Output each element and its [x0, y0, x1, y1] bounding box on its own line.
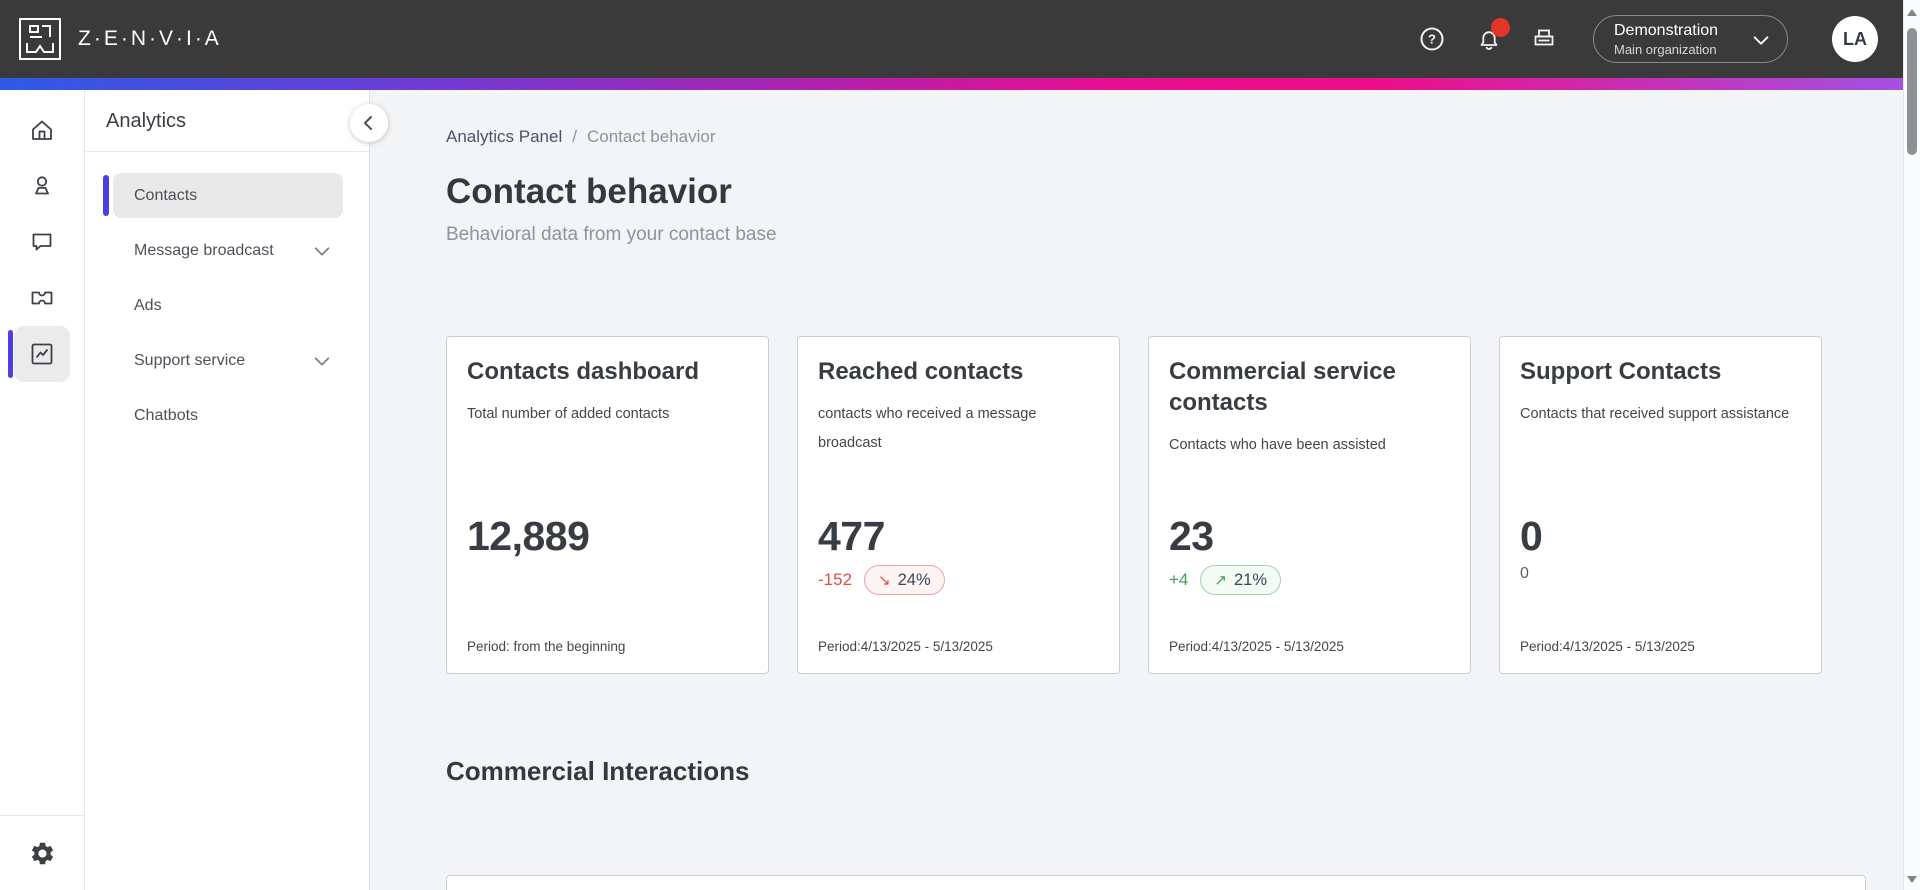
avatar-initials: LA — [1843, 28, 1867, 49]
trend-percentage: 24% — [897, 570, 931, 589]
scroll-down-arrow[interactable] — [1907, 876, 1917, 883]
brand-gradient-bar — [0, 78, 1903, 90]
svg-text:?: ? — [1428, 32, 1436, 47]
card-support-contacts: Support Contacts Contacts that received … — [1499, 336, 1822, 674]
line-chart-icon — [28, 340, 56, 368]
delta-value: -152 — [818, 570, 853, 589]
analytics-panel: Analytics Contacts Message broadcast Ads… — [85, 90, 388, 890]
page-subtitle: Behavioral data from your contact base — [446, 224, 777, 245]
menu-item-label: Contacts — [134, 186, 198, 204]
vertical-scrollbar[interactable] — [1903, 0, 1920, 890]
sidebar-item-analytics[interactable] — [0, 326, 85, 382]
delta-value: 0 — [1520, 565, 1529, 582]
chevron-down-icon — [311, 240, 333, 262]
card-delta-row: 0 — [1520, 565, 1529, 583]
zenvia-brand[interactable]: Z·E·N·V·I·A — [18, 17, 222, 61]
panel-menu: Contacts Message broadcast Ads Support s… — [85, 152, 369, 438]
notifications-button[interactable] — [1475, 18, 1510, 52]
card-title: Reached contacts — [818, 358, 1024, 385]
card-delta-row: -152 ↘ 24% — [818, 565, 945, 595]
page-title: Contact behavior — [446, 172, 732, 211]
main-content: Analytics Panel / Contact behavior Conta… — [370, 90, 1903, 890]
card-value: 12,889 — [467, 513, 590, 559]
organization-type: Main organization — [1614, 41, 1717, 57]
panel-title: Analytics — [106, 110, 187, 132]
trend-badge-up: ↗ 21% — [1200, 565, 1281, 595]
menu-item-label: Ads — [134, 296, 162, 314]
printer-icon — [1531, 26, 1557, 52]
trend-percentage: 21% — [1233, 570, 1267, 589]
card-value: 0 — [1520, 513, 1543, 559]
rail-divider — [0, 815, 85, 816]
breadcrumb-current: Contact behavior — [586, 127, 716, 146]
topbar-actions: ? — [1389, 15, 1878, 63]
breadcrumb: Analytics Panel / Contact behavior — [446, 127, 1903, 147]
gear-icon — [29, 840, 56, 867]
home-icon — [28, 116, 56, 144]
card-description: Contacts who have been assisted — [1169, 437, 1386, 453]
menu-item-support-service[interactable]: Support service — [113, 338, 343, 383]
commercial-interactions-card — [446, 875, 1866, 890]
organization-switcher[interactable]: Demonstration Main organization — [1593, 15, 1788, 63]
menu-item-message-broadcast[interactable]: Message broadcast — [113, 228, 343, 273]
collapse-panel-button[interactable] — [350, 104, 388, 142]
brand-text: Z·E·N·V·I·A — [78, 27, 222, 50]
card-period: Period:4/13/2025 - 5/13/2025 — [818, 639, 993, 654]
help-button[interactable]: ? — [1419, 26, 1445, 52]
menu-item-chatbots[interactable]: Chatbots — [113, 393, 343, 438]
zenvia-logo-icon — [18, 17, 62, 61]
chevron-left-icon — [359, 113, 379, 133]
sidebar-item-conversations[interactable] — [0, 214, 85, 270]
notification-badge-dot — [1491, 18, 1510, 37]
menu-item-contacts[interactable]: Contacts — [103, 173, 343, 218]
chat-bubble-icon — [28, 228, 56, 256]
ticket-icon — [28, 284, 56, 312]
menu-item-label: Chatbots — [134, 406, 199, 424]
delta-value: +4 — [1169, 570, 1189, 589]
scrollbar-thumb[interactable] — [1907, 28, 1917, 155]
help-icon: ? — [1419, 26, 1445, 52]
card-value: 23 — [1169, 513, 1214, 559]
card-title: Commercial service contacts — [1169, 358, 1396, 416]
sidebar-item-contacts[interactable] — [0, 158, 85, 214]
breadcrumb-analytics-panel[interactable]: Analytics Panel — [446, 127, 563, 146]
sidebar-item-home[interactable] — [0, 102, 85, 158]
card-commercial-service-contacts: Commercial service contacts Contacts who… — [1148, 336, 1471, 674]
card-period: Period:4/13/2025 - 5/13/2025 — [1520, 639, 1695, 654]
sidebar-item-settings[interactable] — [0, 816, 85, 890]
card-value: 477 — [818, 513, 885, 559]
person-icon — [28, 172, 56, 200]
card-delta-row: +4 ↗ 21% — [1169, 565, 1281, 595]
card-description: Contacts that received support assistanc… — [1520, 406, 1790, 422]
card-period: Period:4/13/2025 - 5/13/2025 — [1169, 639, 1344, 654]
scroll-up-arrow[interactable] — [1907, 9, 1917, 16]
section-title-commercial-interactions: Commercial Interactions — [446, 756, 750, 786]
print-button[interactable] — [1531, 26, 1557, 52]
arrow-down-right-icon: ↘ — [878, 572, 891, 589]
menu-item-label: Message broadcast — [134, 241, 274, 259]
breadcrumb-separator: / — [572, 127, 577, 146]
card-title: Support Contacts — [1520, 358, 1722, 385]
card-period: Period: from the beginning — [467, 639, 626, 654]
trend-badge-down: ↘ 24% — [864, 565, 945, 595]
chevron-down-icon — [311, 350, 333, 372]
organization-name: Demonstration — [1614, 21, 1719, 39]
menu-item-label: Support service — [134, 351, 246, 369]
card-contacts-dashboard: Contacts dashboard Total number of added… — [446, 336, 769, 674]
icon-rail — [0, 90, 85, 890]
user-avatar[interactable]: LA — [1832, 16, 1878, 62]
arrow-up-right-icon: ↗ — [1214, 572, 1227, 589]
bell-icon — [1475, 26, 1501, 52]
card-description: Total number of added contacts — [467, 406, 670, 422]
menu-item-ads[interactable]: Ads — [113, 283, 343, 328]
sidebar-item-tickets[interactable] — [0, 270, 85, 326]
chevron-down-icon — [1750, 30, 1772, 52]
card-description: contacts who received a message broadcas… — [818, 406, 1037, 451]
card-reached-contacts: Reached contacts contacts who received a… — [797, 336, 1120, 674]
card-title: Contacts dashboard — [467, 358, 700, 385]
kpi-cards-row: Contacts dashboard Total number of added… — [446, 336, 1903, 674]
panel-divider — [85, 151, 369, 152]
topbar: Z·E·N·V·I·A ? — [0, 0, 1903, 78]
